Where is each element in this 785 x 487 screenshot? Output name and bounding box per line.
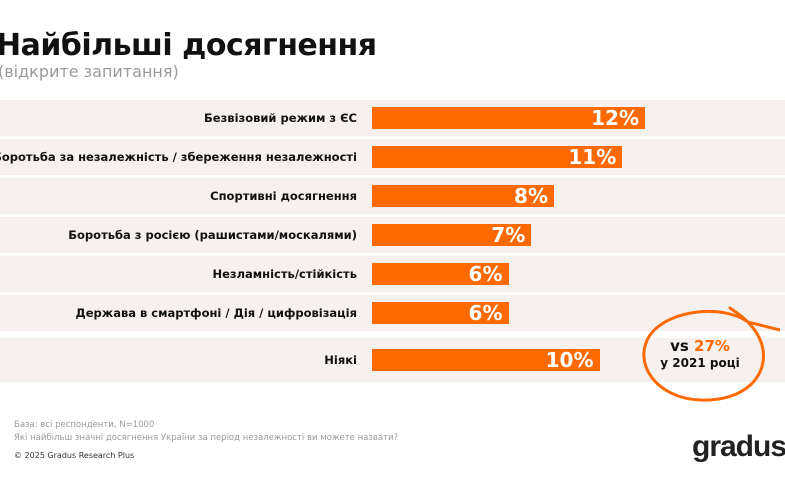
bar: 11% [372, 145, 623, 169]
gradus-logo: gradus [692, 430, 785, 463]
category-label: Спортивні досягнення [210, 189, 357, 203]
category-label: Боротьба за незалежність / збереження не… [0, 150, 357, 164]
data-label: 12% [591, 106, 639, 130]
bar: 6% [372, 262, 509, 286]
callout-prefix: vs [670, 337, 689, 355]
data-label: 10% [545, 348, 594, 372]
bar: 8% [372, 184, 554, 208]
callout-circle [642, 306, 780, 402]
page-title: Найбільші досягнення [0, 28, 377, 63]
category-label: Незламність/стійкість [212, 267, 357, 281]
category-label: Держава в смартфоні / Дія / цифровізація [75, 306, 358, 320]
callout-value: 27% [694, 337, 730, 355]
category-label: Безвізовий режим з ЄС [204, 111, 357, 125]
bar: 10% [372, 348, 600, 372]
category-label: Ніякі [324, 353, 357, 367]
bar: 12% [372, 106, 645, 130]
copyright: © 2025 Gradus Research Plus [14, 451, 135, 460]
callout-text: vs 27% у 2021 році [645, 337, 755, 371]
data-label: 7% [491, 223, 526, 247]
data-label: 8% [514, 184, 548, 208]
question-note: Які найбільш значні досягнення України з… [14, 433, 399, 443]
page-subtitle: (відкрите запитання) [0, 62, 179, 81]
bar: 6% [372, 301, 509, 325]
bar: 7% [372, 223, 532, 247]
callout-suffix: у 2021 році [660, 356, 740, 370]
data-label: 6% [468, 301, 503, 325]
category-label: Боротьба з росією (рашистами/москалями) [68, 228, 357, 242]
data-label: 11% [568, 145, 617, 169]
base-note: База: всі респонденти, N=1000 [14, 420, 155, 430]
data-label: 6% [468, 262, 503, 286]
